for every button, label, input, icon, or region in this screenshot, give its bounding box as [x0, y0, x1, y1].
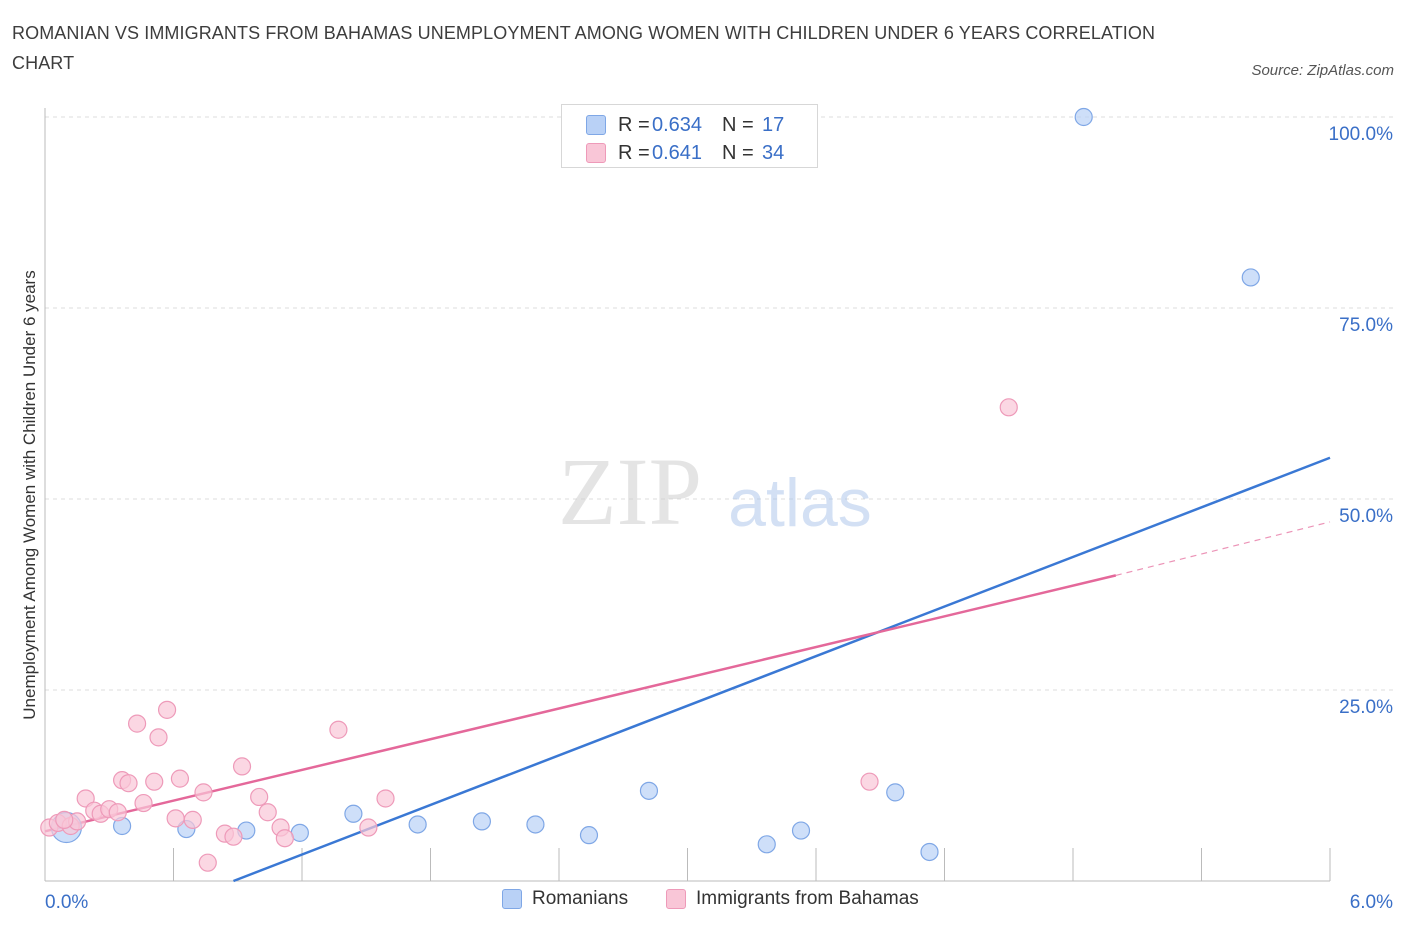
point-romanians [526, 815, 545, 834]
series-legend: Romanians Immigrants from Bahamas [0, 888, 1406, 916]
point-romanians [1074, 107, 1093, 127]
point-bahamas [134, 793, 153, 813]
legend-swatch-blue [586, 115, 606, 135]
point-bahamas [275, 829, 294, 848]
point-bahamas [149, 728, 168, 747]
point-romanians [1241, 268, 1260, 287]
point-bahamas [329, 720, 348, 739]
axes [44, 108, 1331, 882]
point-romanians [408, 815, 427, 834]
legend-r-value: 0.641 [652, 141, 703, 164]
point-bahamas [198, 853, 217, 872]
y-tick-label: 100.0% [1329, 124, 1394, 145]
point-bahamas [376, 789, 395, 808]
legend-n-label: N = [722, 141, 754, 164]
series-swatch-blue [502, 889, 522, 909]
chart-title: ROMANIAN VS IMMIGRANTS FROM BAHAMAS UNEM… [12, 23, 1156, 73]
watermark-zip: ZIP [558, 438, 702, 545]
point-bahamas [127, 714, 147, 733]
series-label-bahamas: Immigrants from Bahamas [696, 888, 919, 909]
legend-row-romanians: R = 0.634 N = 17 [586, 111, 832, 139]
source-label: Source: ZipAtlas.com [1251, 62, 1394, 79]
y-tick-label: 25.0% [1339, 697, 1393, 718]
x-tick-label: 6.0% [1350, 892, 1393, 913]
legend-n-value: 17 [762, 113, 785, 136]
point-bahamas [194, 783, 213, 802]
point-romanians [344, 804, 363, 823]
point-bahamas [999, 398, 1018, 417]
trend-extension-bahamas [1115, 521, 1331, 576]
watermark-atlas: atlas [728, 465, 872, 541]
point-bahamas [119, 774, 138, 793]
point-romanians [472, 812, 491, 831]
point-bahamas [232, 757, 252, 776]
point-bahamas [359, 818, 378, 837]
legend-r-label: R = [618, 113, 650, 136]
gridlines [45, 116, 1395, 691]
point-bahamas [258, 803, 277, 822]
point-romanians [920, 842, 939, 862]
data-points [40, 107, 1260, 872]
point-romanians [757, 835, 776, 854]
point-bahamas [860, 772, 879, 791]
legend-r-label: R = [618, 141, 650, 164]
point-romanians [579, 826, 599, 845]
trend-line-bahamas [44, 574, 1117, 833]
stats-legend: R = 0.634 N = 17 R = 0.641 N = 34 [561, 104, 818, 168]
point-bahamas [55, 810, 74, 829]
legend-n-label: N = [722, 113, 754, 136]
series-label-romanians: Romanians [532, 888, 629, 909]
watermark: ZIP atlas [558, 438, 872, 545]
legend-swatch-pink [586, 143, 606, 163]
point-romanians [791, 821, 811, 840]
legend-r-value: 0.634 [652, 113, 703, 136]
series-legend-bahamas[interactable]: Immigrants from Bahamas [666, 888, 919, 910]
point-bahamas [157, 700, 177, 719]
trend-line-romanians [233, 456, 1331, 883]
y-tick-label: 50.0% [1339, 506, 1393, 527]
trend-lines [44, 456, 1331, 883]
point-bahamas [250, 787, 269, 807]
point-bahamas [170, 769, 190, 788]
tick-labels: 25.0% 50.0% 75.0% 100.0% 0.0% 6.0% [45, 124, 1393, 913]
point-bahamas [224, 827, 243, 846]
point-bahamas [145, 772, 164, 791]
point-bahamas [183, 810, 202, 829]
x-tick-label: 0.0% [45, 892, 88, 913]
point-romanians [639, 781, 659, 800]
legend-n-value: 34 [762, 141, 785, 164]
y-tick-label: 75.0% [1339, 315, 1393, 336]
legend-row-bahamas: R = 0.641 N = 34 [586, 139, 832, 167]
series-swatch-pink [666, 889, 686, 909]
point-romanians [886, 783, 905, 802]
series-legend-romanians[interactable]: Romanians [502, 888, 628, 910]
point-bahamas [108, 803, 127, 822]
point-bahamas [166, 809, 185, 828]
